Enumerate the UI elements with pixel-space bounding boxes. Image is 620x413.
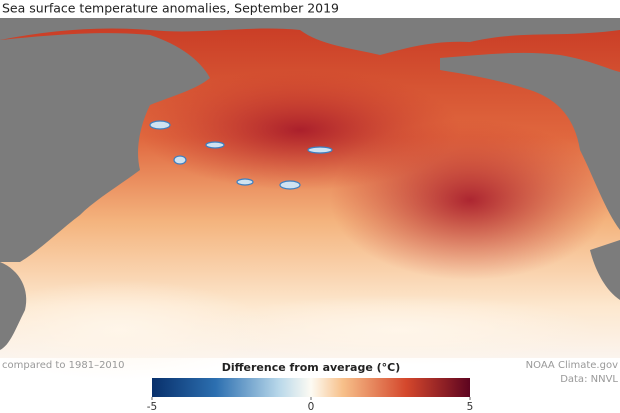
colorbar-label: Difference from average (°C) — [222, 361, 401, 374]
land — [0, 18, 620, 350]
credit: Data: NNVL — [560, 374, 618, 385]
colorbar-tick-label: 5 — [467, 401, 474, 413]
colorbar — [152, 378, 470, 397]
baseline-note: compared to 1981–2010 — [2, 360, 125, 371]
neutral-area — [0, 280, 270, 380]
colorbar-tick-label: -5 — [147, 401, 157, 413]
cool-patches — [149, 120, 333, 190]
credit: NOAA Climate.gov — [526, 360, 618, 371]
title: Sea surface temperature anomalies, Septe… — [2, 1, 339, 16]
map — [0, 18, 620, 380]
neutral-area — [200, 295, 600, 365]
warm-anomaly — [140, 70, 460, 190]
colorbar-tick-label: 0 — [308, 401, 315, 413]
colorbar-ticks: -5 0 5 — [147, 397, 474, 413]
